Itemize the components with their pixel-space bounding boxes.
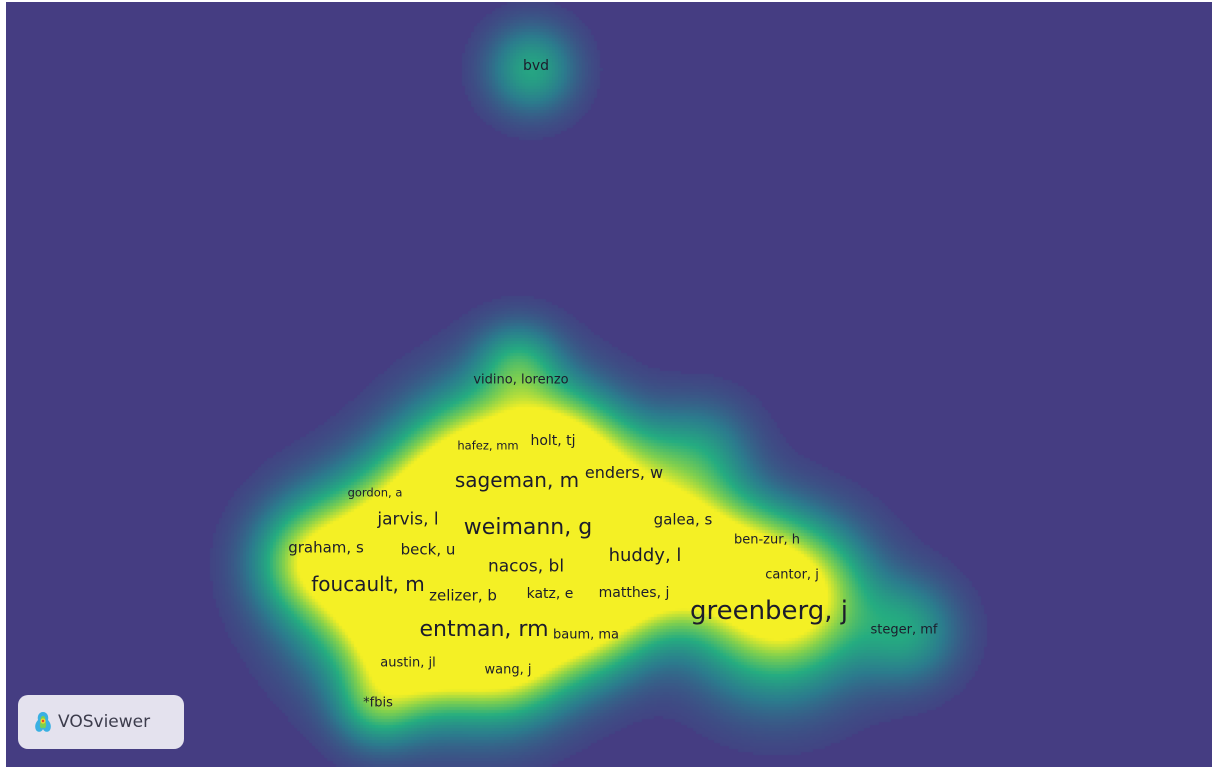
node-label-galea[interactable]: galea, s — [653, 510, 713, 529]
node-label-steger[interactable]: steger, mf — [870, 622, 938, 638]
node-label-ben-zur[interactable]: ben-zur, h — [733, 532, 801, 548]
density-heatmap — [6, 2, 1212, 767]
density-map[interactable]: bvd vidino, lorenzo hafez, mm holt, tj s… — [6, 2, 1212, 767]
node-label-katz[interactable]: katz, e — [526, 586, 574, 602]
node-label-sageman[interactable]: sageman, m — [454, 468, 580, 492]
node-label-austin[interactable]: austin, jl — [380, 655, 436, 671]
vosviewer-logo-icon — [35, 712, 51, 732]
vosviewer-logo-badge[interactable]: VOSviewer — [18, 695, 184, 749]
node-label-hafez[interactable]: hafez, mm — [457, 438, 519, 453]
node-label-gordon[interactable]: gordon, a — [347, 485, 403, 500]
node-label-weimann[interactable]: weimann, g — [463, 515, 593, 540]
node-label-matthes[interactable]: matthes, j — [598, 585, 670, 601]
node-label-greenberg[interactable]: greenberg, j — [689, 596, 849, 626]
node-label-enders[interactable]: enders, w — [584, 463, 664, 482]
node-label-wang[interactable]: wang, j — [484, 662, 532, 678]
node-label-cantor[interactable]: cantor, j — [765, 567, 819, 583]
node-label-bvd[interactable]: bvd — [522, 58, 550, 74]
node-label-zelizer[interactable]: zelizer, b — [429, 586, 497, 605]
node-label-fbis[interactable]: *fbis — [363, 695, 393, 711]
node-label-jarvis[interactable]: jarvis, l — [377, 509, 439, 530]
node-label-graham[interactable]: graham, s — [288, 538, 364, 557]
node-label-huddy[interactable]: huddy, l — [608, 545, 682, 566]
node-label-nacos[interactable]: nacos, bl — [487, 556, 565, 577]
node-label-holt[interactable]: holt, tj — [530, 433, 576, 449]
node-label-vidino[interactable]: vidino, lorenzo — [473, 372, 569, 388]
node-label-beck[interactable]: beck, u — [400, 540, 456, 559]
node-label-foucault[interactable]: foucault, m — [311, 572, 425, 596]
brand-name: VOSviewer — [58, 712, 151, 732]
node-label-baum[interactable]: baum, ma — [552, 627, 620, 643]
node-label-entman[interactable]: entman, rm — [419, 617, 549, 642]
